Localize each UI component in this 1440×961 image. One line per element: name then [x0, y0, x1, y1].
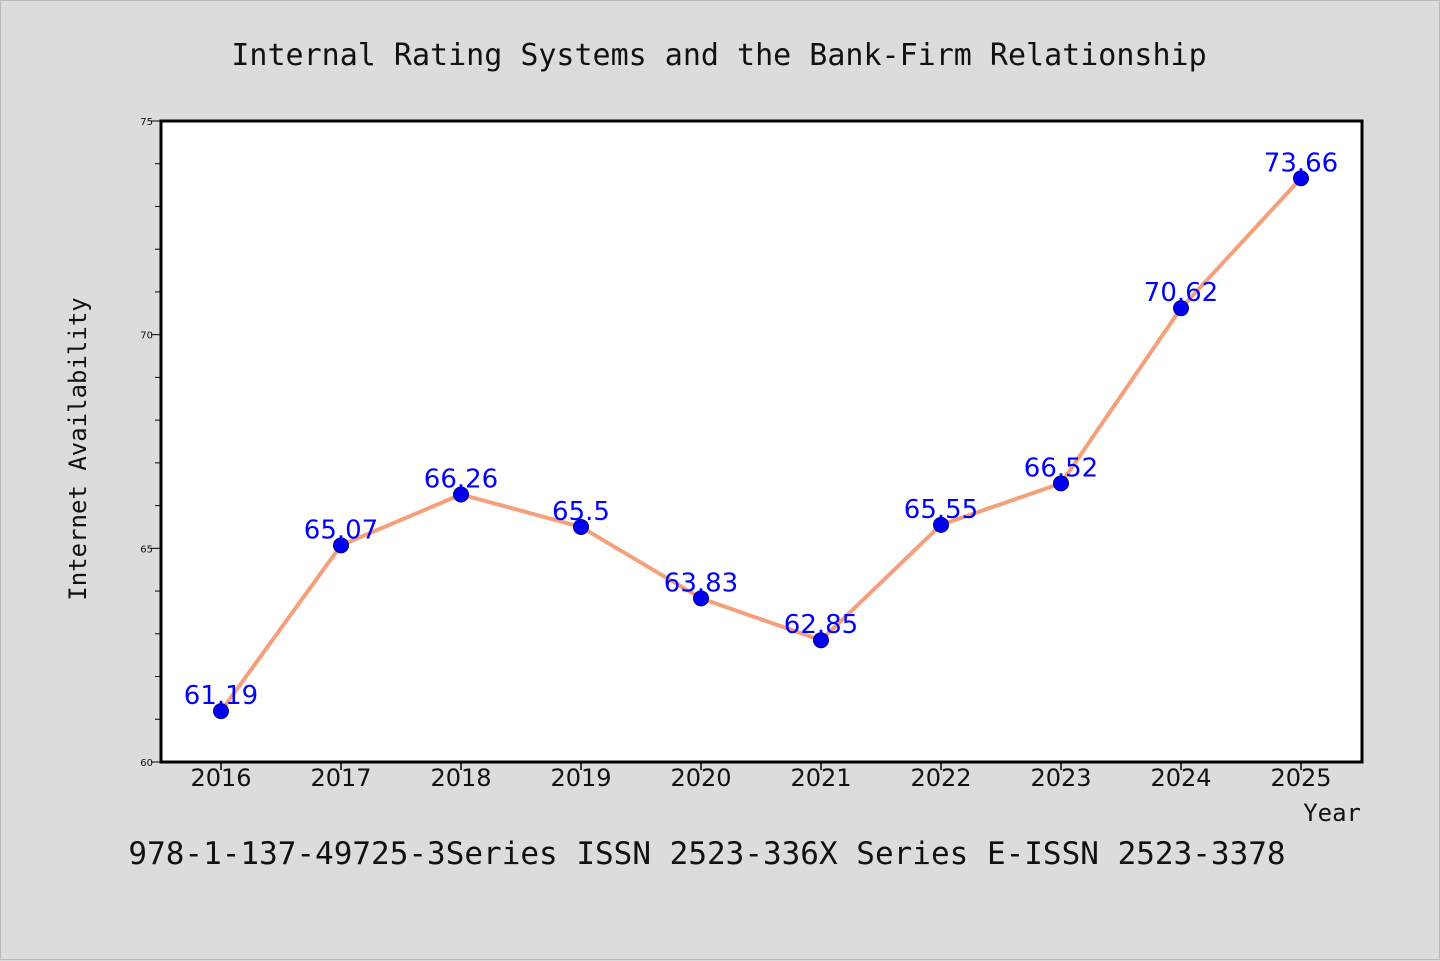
- data-label: 63.83: [664, 568, 738, 598]
- data-point-marker: [333, 537, 349, 554]
- x-tick-label: 2021: [790, 764, 851, 792]
- footer-identifier: 978-1-137-49725-3Series ISSN 2523-336X S…: [128, 836, 1285, 872]
- data-label: 65.5: [552, 497, 610, 527]
- x-tick-label: 2018: [430, 764, 491, 792]
- y-tick-label: 60: [140, 758, 153, 769]
- data-point-marker: [1053, 475, 1069, 492]
- x-tick-label: 2024: [1150, 764, 1211, 792]
- data-point-marker: [573, 518, 589, 535]
- x-tick-label: 2025: [1270, 764, 1331, 792]
- plot-area: 60 65 70 75 2016 2017 2018 2019 2020 2021 2022 2023…: [140, 117, 1364, 792]
- y-tick-label: 70: [140, 331, 153, 342]
- data-label: 65.55: [904, 495, 978, 525]
- data-label: 65.07: [304, 515, 378, 545]
- x-tick-label: 2023: [1030, 764, 1091, 792]
- chart-title: Internal Rating Systems and the Bank-Fir…: [231, 38, 1206, 73]
- plot-frame: [159, 119, 1364, 764]
- data-label: 70.62: [1144, 278, 1218, 308]
- x-tick-label: 2020: [670, 764, 731, 792]
- data-label: 66.52: [1024, 453, 1098, 483]
- data-label: 62.85: [784, 610, 858, 640]
- data-label: 73.66: [1264, 148, 1338, 178]
- y-tick-label: 65: [140, 544, 153, 555]
- y-axis-label: Internet Availability: [64, 297, 92, 600]
- data-point-marker: [453, 486, 469, 503]
- data-point-marker: [933, 516, 949, 533]
- x-tick-label: 2022: [910, 764, 971, 792]
- x-tick-label: 2016: [190, 764, 251, 792]
- data-point-marker: [1293, 170, 1309, 187]
- x-axis-label: Year: [1303, 799, 1361, 827]
- data-point-marker: [1173, 300, 1189, 317]
- data-point-marker: [213, 703, 229, 720]
- series-line: [219, 176, 1303, 714]
- x-tick-label: 2019: [550, 764, 611, 792]
- x-tick-label: 2017: [310, 764, 371, 792]
- data-label: 66.26: [424, 464, 498, 494]
- data-point-marker: [813, 632, 829, 649]
- y-tick-label: 75: [140, 117, 153, 128]
- data-label: 61.19: [184, 681, 258, 711]
- plot-background: [161, 121, 1362, 762]
- data-point-marker: [693, 590, 709, 607]
